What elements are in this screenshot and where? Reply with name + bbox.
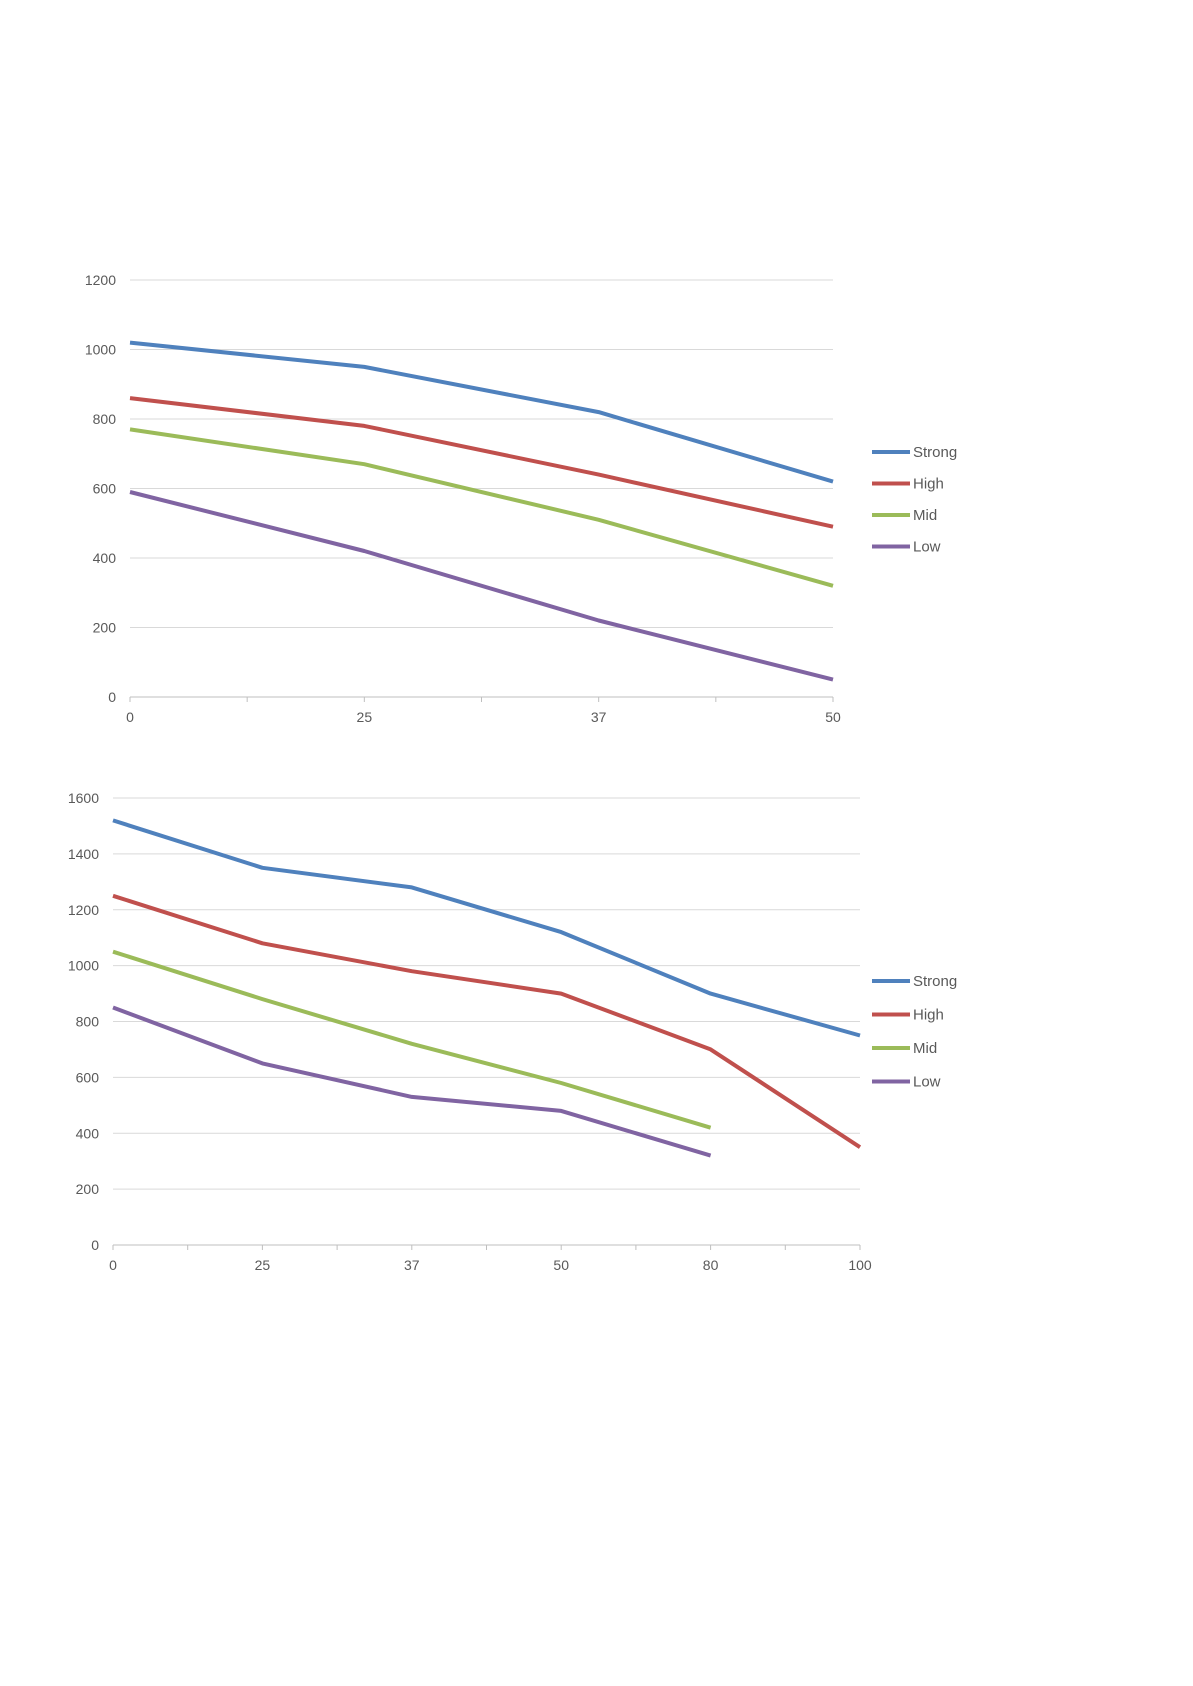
y-tick-label: 1200 [85, 272, 116, 288]
legend-label-mid: Mid [913, 1040, 937, 1057]
x-tick-label: 100 [848, 1257, 872, 1273]
legend-label-low: Low [913, 1074, 941, 1091]
y-tick-label: 800 [93, 411, 117, 427]
y-tick-label: 1400 [68, 846, 99, 862]
x-tick-label: 37 [404, 1257, 420, 1273]
x-tick-label: 0 [109, 1257, 117, 1273]
x-tick-label: 37 [591, 709, 607, 725]
x-tick-label: 25 [255, 1257, 271, 1273]
legend-label-low: Low [913, 539, 941, 556]
y-tick-label: 1000 [85, 342, 116, 358]
x-tick-label: 50 [825, 709, 841, 725]
chart-bottom: 0 200 400 600 800 1000 1200 1400 1600 0 25 37 50 80 10… [68, 790, 957, 1273]
series-line-strong [129, 340, 834, 484]
x-tick-label: 80 [703, 1257, 719, 1273]
legend-label-high: High [913, 476, 944, 493]
series-line-high [129, 396, 834, 529]
y-tick-label: 600 [93, 481, 117, 497]
y-tick-label: 1200 [68, 902, 99, 918]
y-tick-label: 800 [76, 1014, 100, 1030]
series-line-low [129, 490, 834, 682]
y-tick-label: 400 [76, 1125, 100, 1141]
series-line-strong [112, 818, 861, 1038]
y-tick-label: 0 [91, 1237, 99, 1253]
x-tick-label: 25 [357, 709, 373, 725]
y-tick-label: 200 [93, 620, 117, 636]
y-tick-label: 600 [76, 1069, 100, 1085]
y-tick-label: 400 [93, 550, 117, 566]
legend-label-mid: Mid [913, 507, 937, 524]
legend-label-strong: Strong [913, 973, 957, 990]
x-tick-label: 0 [126, 709, 134, 725]
series-line-mid [129, 427, 834, 588]
series-line-high [112, 893, 862, 1149]
chart-top: 0 200 400 600 800 1000 1200 0 25 37 50 Strong High Mi… [85, 272, 957, 725]
y-tick-label: 1600 [68, 790, 99, 806]
series-line-low [112, 1005, 712, 1158]
y-tick-label: 1000 [68, 958, 99, 974]
series-line-mid [112, 949, 712, 1130]
legend-label-high: High [913, 1007, 944, 1024]
legend-label-strong: Strong [913, 444, 957, 461]
x-tick-label: 50 [553, 1257, 569, 1273]
y-tick-label: 200 [76, 1181, 100, 1197]
y-tick-label: 0 [108, 689, 116, 705]
